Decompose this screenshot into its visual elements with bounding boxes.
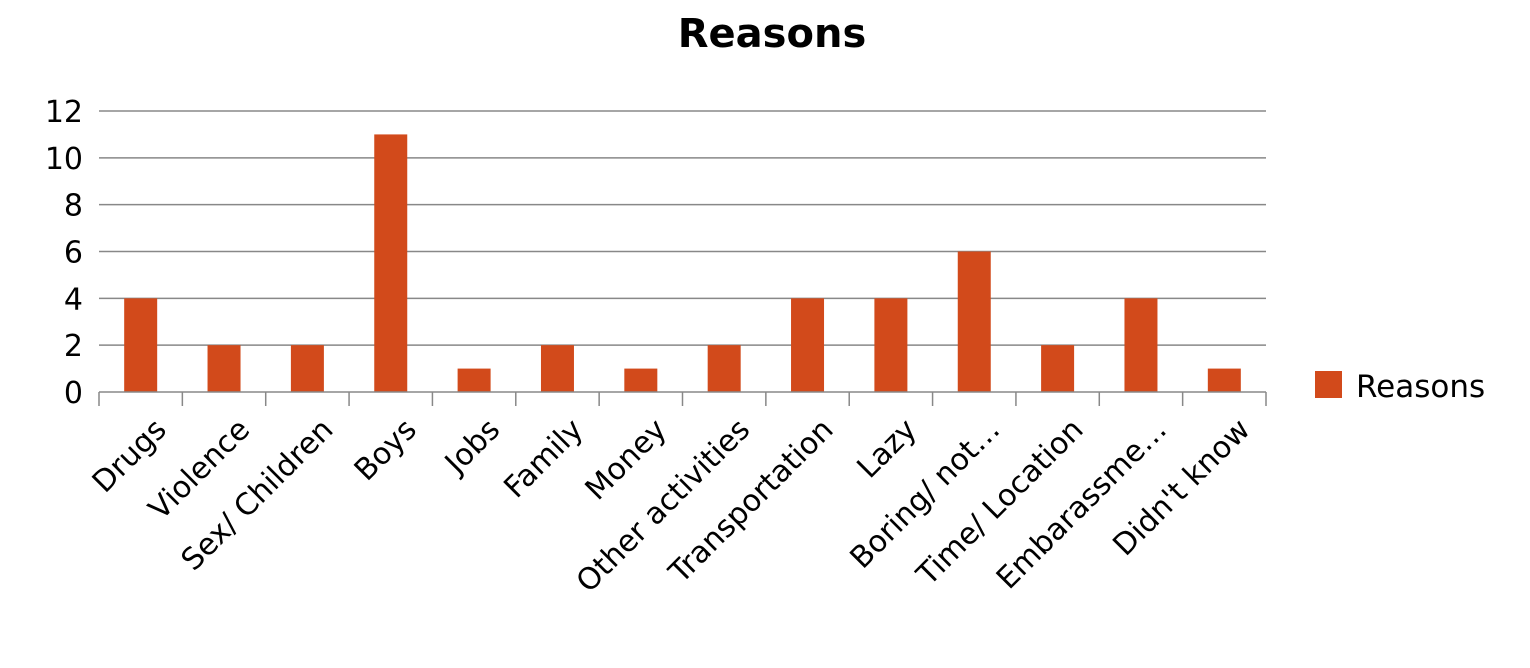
bar (207, 345, 241, 392)
bar (957, 251, 991, 392)
y-tick-labels: 0 2 4 6 8 10 12 (45, 95, 83, 411)
bar (707, 345, 741, 392)
bar (374, 134, 408, 392)
y-tick-label: 12 (45, 95, 83, 130)
bar (874, 298, 908, 392)
bar (457, 368, 491, 392)
bar (1207, 368, 1241, 392)
y-tick-label: 2 (64, 329, 83, 364)
axes (98, 391, 1267, 406)
x-tick-label: Sex/ Children (175, 412, 341, 578)
x-tick-label: Jobs (437, 412, 507, 482)
bar (791, 298, 825, 392)
y-tick-label: 0 (64, 376, 83, 411)
y-tick-label: 4 (64, 282, 83, 317)
bar (1041, 345, 1075, 392)
bar (1124, 298, 1158, 392)
x-tick-label: Boys (348, 412, 424, 488)
chart-title: Reasons (678, 11, 867, 57)
bars (124, 134, 1241, 392)
bar (540, 345, 574, 392)
y-tick-label: 6 (64, 236, 83, 271)
bar (624, 368, 658, 392)
legend-swatch (1315, 371, 1342, 398)
y-tick-label: 10 (45, 142, 83, 177)
gridlines (99, 110, 1266, 346)
bar (290, 345, 324, 392)
y-tick-label: 8 (64, 189, 83, 224)
legend: Reasons (1315, 369, 1485, 405)
bar (124, 298, 158, 392)
legend-label: Reasons (1356, 369, 1485, 405)
x-tick-label: Family (497, 412, 590, 505)
x-tick-label: Lazy (851, 412, 924, 485)
